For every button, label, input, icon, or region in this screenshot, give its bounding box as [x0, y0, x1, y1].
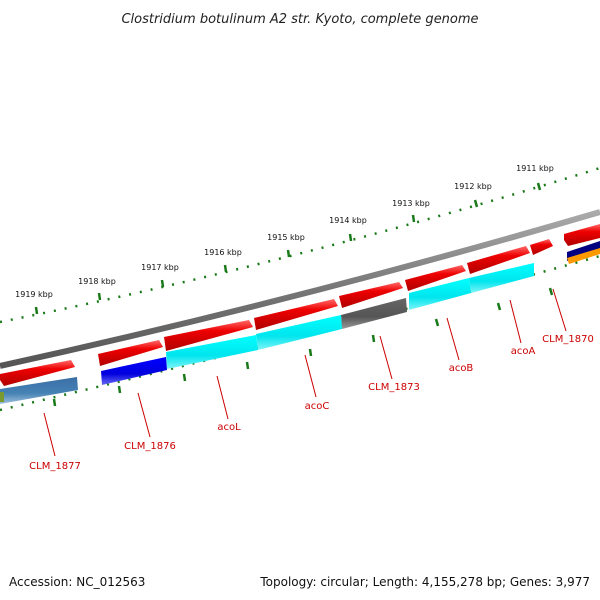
gene-feature[interactable] [0, 392, 4, 402]
kbp-tick [536, 182, 542, 191]
gene-feature[interactable] [339, 282, 403, 308]
inner-tick [308, 348, 313, 357]
inner-tick [52, 398, 57, 407]
kbp-label: 1912 kbp [454, 182, 492, 191]
kbp-label: 1918 kbp [78, 277, 116, 286]
gene-feature[interactable] [164, 320, 253, 351]
accession-text: Accession: NC_012563 [9, 575, 145, 589]
connector-line [43, 412, 56, 457]
kbp-scale: 1911 kbp 1912 kbp 1913 kbp 1914 kbp 1915… [0, 164, 600, 324]
kbp-tick [411, 214, 416, 223]
kbp-tick [160, 279, 165, 288]
connector-line [137, 392, 151, 438]
gene-label[interactable]: CLM_1876 [124, 441, 176, 452]
gene-feature[interactable] [530, 239, 553, 255]
inner-tick [182, 373, 187, 382]
inner-tick [434, 318, 440, 327]
connector-line [446, 317, 460, 361]
map-title: Clostridium botulinum A2 str. Kyoto, com… [121, 12, 478, 27]
kbp-dotted-line [0, 166, 600, 324]
kbp-label: 1919 kbp [15, 290, 53, 299]
gene-feature[interactable] [341, 298, 407, 329]
connector-line [216, 375, 229, 420]
kbp-tick [97, 292, 102, 301]
kbp-label: 1915 kbp [267, 233, 305, 242]
gene-label[interactable]: acoA [511, 346, 536, 357]
connector-line [509, 299, 522, 344]
gene-feature[interactable] [469, 263, 534, 293]
gene-feature[interactable] [256, 315, 342, 350]
feature-track-inner [0, 241, 600, 404]
gene-label[interactable]: acoL [217, 422, 241, 433]
kbp-tick [286, 249, 291, 258]
connector-line [304, 354, 317, 398]
kbp-tick [223, 264, 228, 273]
inner-tick [371, 334, 376, 343]
gene-label[interactable]: CLM_1873 [368, 382, 420, 393]
connector-line [379, 335, 393, 380]
gene-feature[interactable] [254, 299, 338, 330]
gene-feature[interactable] [98, 340, 163, 366]
inner-tick [117, 385, 122, 394]
gene-feature[interactable] [467, 246, 530, 274]
genome-backbone [0, 209, 600, 369]
gene-feature[interactable] [405, 265, 466, 291]
kbp-tick [348, 233, 353, 242]
gene-feature[interactable] [101, 357, 167, 385]
inner-tick [548, 287, 554, 296]
gene-labels: CLM_1870 acoA acoB CLM_1873 acoC acoL CL… [29, 334, 594, 472]
gene-label[interactable]: CLM_1877 [29, 461, 81, 472]
label-connectors [43, 288, 567, 457]
connector-line [552, 288, 567, 332]
topology-text: Topology: circular; Length: 4,155,278 bp… [259, 575, 590, 589]
inner-tick [496, 302, 502, 311]
gene-feature[interactable] [409, 278, 471, 310]
kbp-tick [473, 199, 479, 208]
gene-feature[interactable] [0, 377, 78, 404]
kbp-label: 1916 kbp [204, 248, 242, 257]
kbp-label: 1917 kbp [141, 263, 179, 272]
inner-tick [245, 361, 250, 370]
kbp-label: 1911 kbp [516, 164, 554, 173]
gene-label[interactable]: CLM_1870 [542, 334, 594, 345]
gene-label[interactable]: acoC [305, 401, 330, 412]
cds-track [0, 224, 600, 386]
gene-feature[interactable] [0, 360, 75, 386]
gene-feature[interactable] [564, 224, 600, 246]
gene-feature[interactable] [166, 335, 258, 369]
kbp-label: 1913 kbp [392, 199, 430, 208]
gene-feature[interactable] [567, 248, 600, 264]
kbp-tick [34, 306, 39, 315]
gene-label[interactable]: acoB [449, 363, 474, 374]
kbp-label: 1914 kbp [329, 216, 367, 225]
